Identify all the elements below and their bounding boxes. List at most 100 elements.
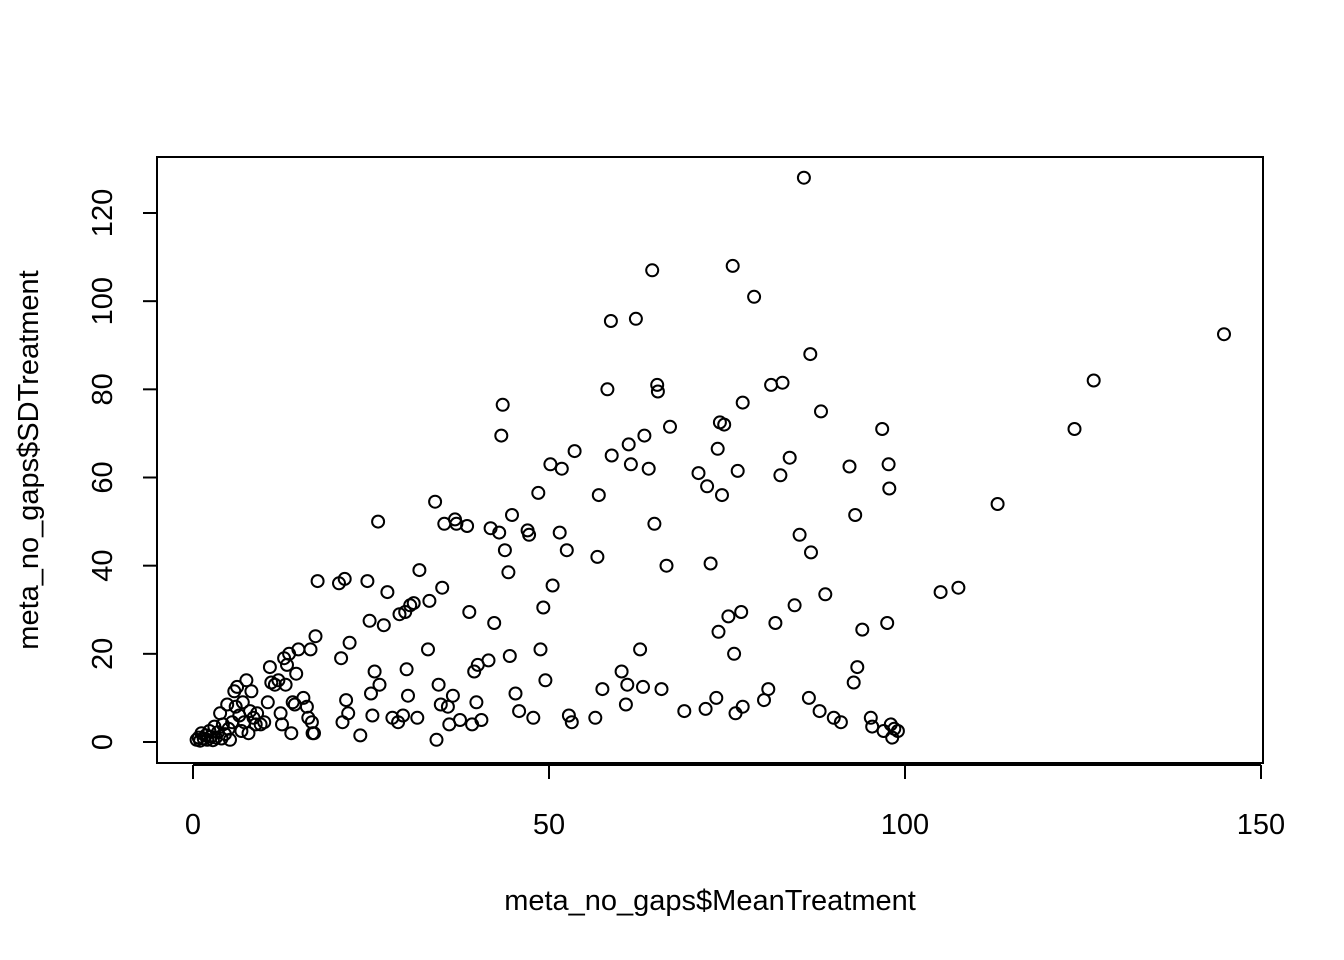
data-point-68	[342, 635, 357, 650]
data-point-76	[372, 677, 387, 692]
data-point-71	[362, 613, 377, 628]
data-point-19	[223, 732, 237, 747]
data-point-65	[337, 571, 352, 586]
data-point-219	[1067, 422, 1082, 436]
data-point-167	[709, 690, 724, 705]
data-point-115	[494, 428, 509, 443]
y-tick-label-20: 20	[87, 638, 119, 670]
y-tick-label-100: 100	[87, 277, 119, 325]
data-point-139	[590, 549, 605, 564]
data-point-205	[863, 710, 878, 725]
data-point-200	[842, 459, 857, 474]
data-point-116	[495, 397, 510, 412]
data-point-38	[262, 660, 277, 675]
data-point-140	[591, 488, 606, 503]
data-point-107	[467, 664, 482, 679]
data-point-85	[401, 688, 415, 703]
data-point-159	[654, 682, 669, 697]
data-point-206	[865, 719, 880, 734]
data-point-210	[881, 457, 896, 472]
data-point-126	[531, 485, 546, 500]
data-point-42	[273, 706, 288, 721]
data-point-56	[303, 642, 318, 657]
data-point-185	[768, 616, 783, 630]
data-point-120	[505, 508, 519, 522]
data-point-121	[508, 686, 523, 701]
data-point-63	[334, 651, 349, 666]
data-point-175	[727, 646, 742, 661]
data-point-165	[700, 479, 715, 494]
data-point-141	[595, 682, 610, 697]
data-point-191	[796, 170, 811, 185]
data-point-196	[814, 404, 828, 419]
data-point-82	[396, 708, 410, 723]
data-point-188	[782, 450, 797, 465]
data-point-171	[715, 488, 729, 503]
data-point-103	[453, 713, 467, 727]
data-point-91	[422, 593, 437, 608]
data-point-28	[239, 673, 254, 688]
data-point-179	[735, 395, 750, 410]
data-point-29	[241, 726, 256, 741]
data-point-155	[645, 263, 660, 278]
y-tick-label-80: 80	[87, 373, 119, 405]
data-point-215	[890, 724, 905, 738]
x-tick-label-100: 100	[881, 809, 929, 841]
data-point-151	[633, 642, 648, 657]
data-point-194	[804, 545, 818, 560]
data-point-199	[833, 715, 848, 730]
data-point-77	[376, 618, 391, 633]
data-point-108	[469, 695, 484, 710]
data-point-127	[533, 642, 548, 657]
data-point-122	[512, 704, 527, 719]
y-axis-label: meta_no_gaps$SDTreatment	[13, 270, 45, 649]
data-point-59	[307, 726, 321, 741]
data-point-147	[620, 677, 635, 692]
data-point-128	[536, 600, 551, 615]
data-point-220	[1086, 373, 1101, 388]
x-axis: 0 50 100 150	[185, 764, 1285, 841]
data-point-67	[341, 706, 356, 721]
data-point-60	[308, 629, 323, 644]
data-point-104	[460, 519, 475, 533]
data-point-93	[429, 732, 444, 747]
data-point-211	[882, 481, 897, 496]
data-point-162	[677, 704, 692, 719]
data-point-146	[618, 697, 633, 712]
data-point-114	[492, 525, 507, 540]
data-point-45	[278, 677, 293, 692]
data-point-192	[801, 690, 816, 705]
data-point-105	[462, 605, 477, 619]
data-point-134	[559, 543, 574, 558]
data-point-149	[623, 457, 638, 472]
data-point-119	[502, 649, 517, 663]
data-point-31	[244, 684, 259, 699]
data-point-207	[875, 422, 890, 436]
data-point-221	[1217, 327, 1231, 342]
data-point-43	[275, 717, 289, 732]
y-tick-label-40: 40	[87, 550, 119, 582]
plot-frame	[156, 156, 1264, 764]
data-point-64	[335, 715, 350, 730]
data-point-158	[650, 384, 665, 399]
data-point-169	[711, 624, 726, 639]
data-point-161	[663, 419, 677, 434]
data-point-130	[543, 457, 558, 472]
data-point-74	[367, 664, 382, 679]
data-point-138	[588, 710, 603, 725]
data-point-30	[243, 704, 257, 719]
data-point-153	[637, 428, 652, 443]
data-point-111	[481, 653, 496, 668]
data-point-96	[435, 580, 450, 595]
data-point-216	[933, 585, 948, 600]
data-point-94	[431, 677, 446, 692]
data-point-118	[501, 565, 516, 580]
data-point-148	[621, 437, 636, 452]
x-tick-label-50: 50	[533, 809, 565, 841]
data-point-143	[603, 314, 618, 328]
data-point-75	[371, 514, 386, 529]
data-point-152	[636, 679, 650, 694]
data-point-197	[818, 587, 833, 602]
data-point-25	[234, 724, 249, 738]
data-point-173	[721, 609, 736, 624]
